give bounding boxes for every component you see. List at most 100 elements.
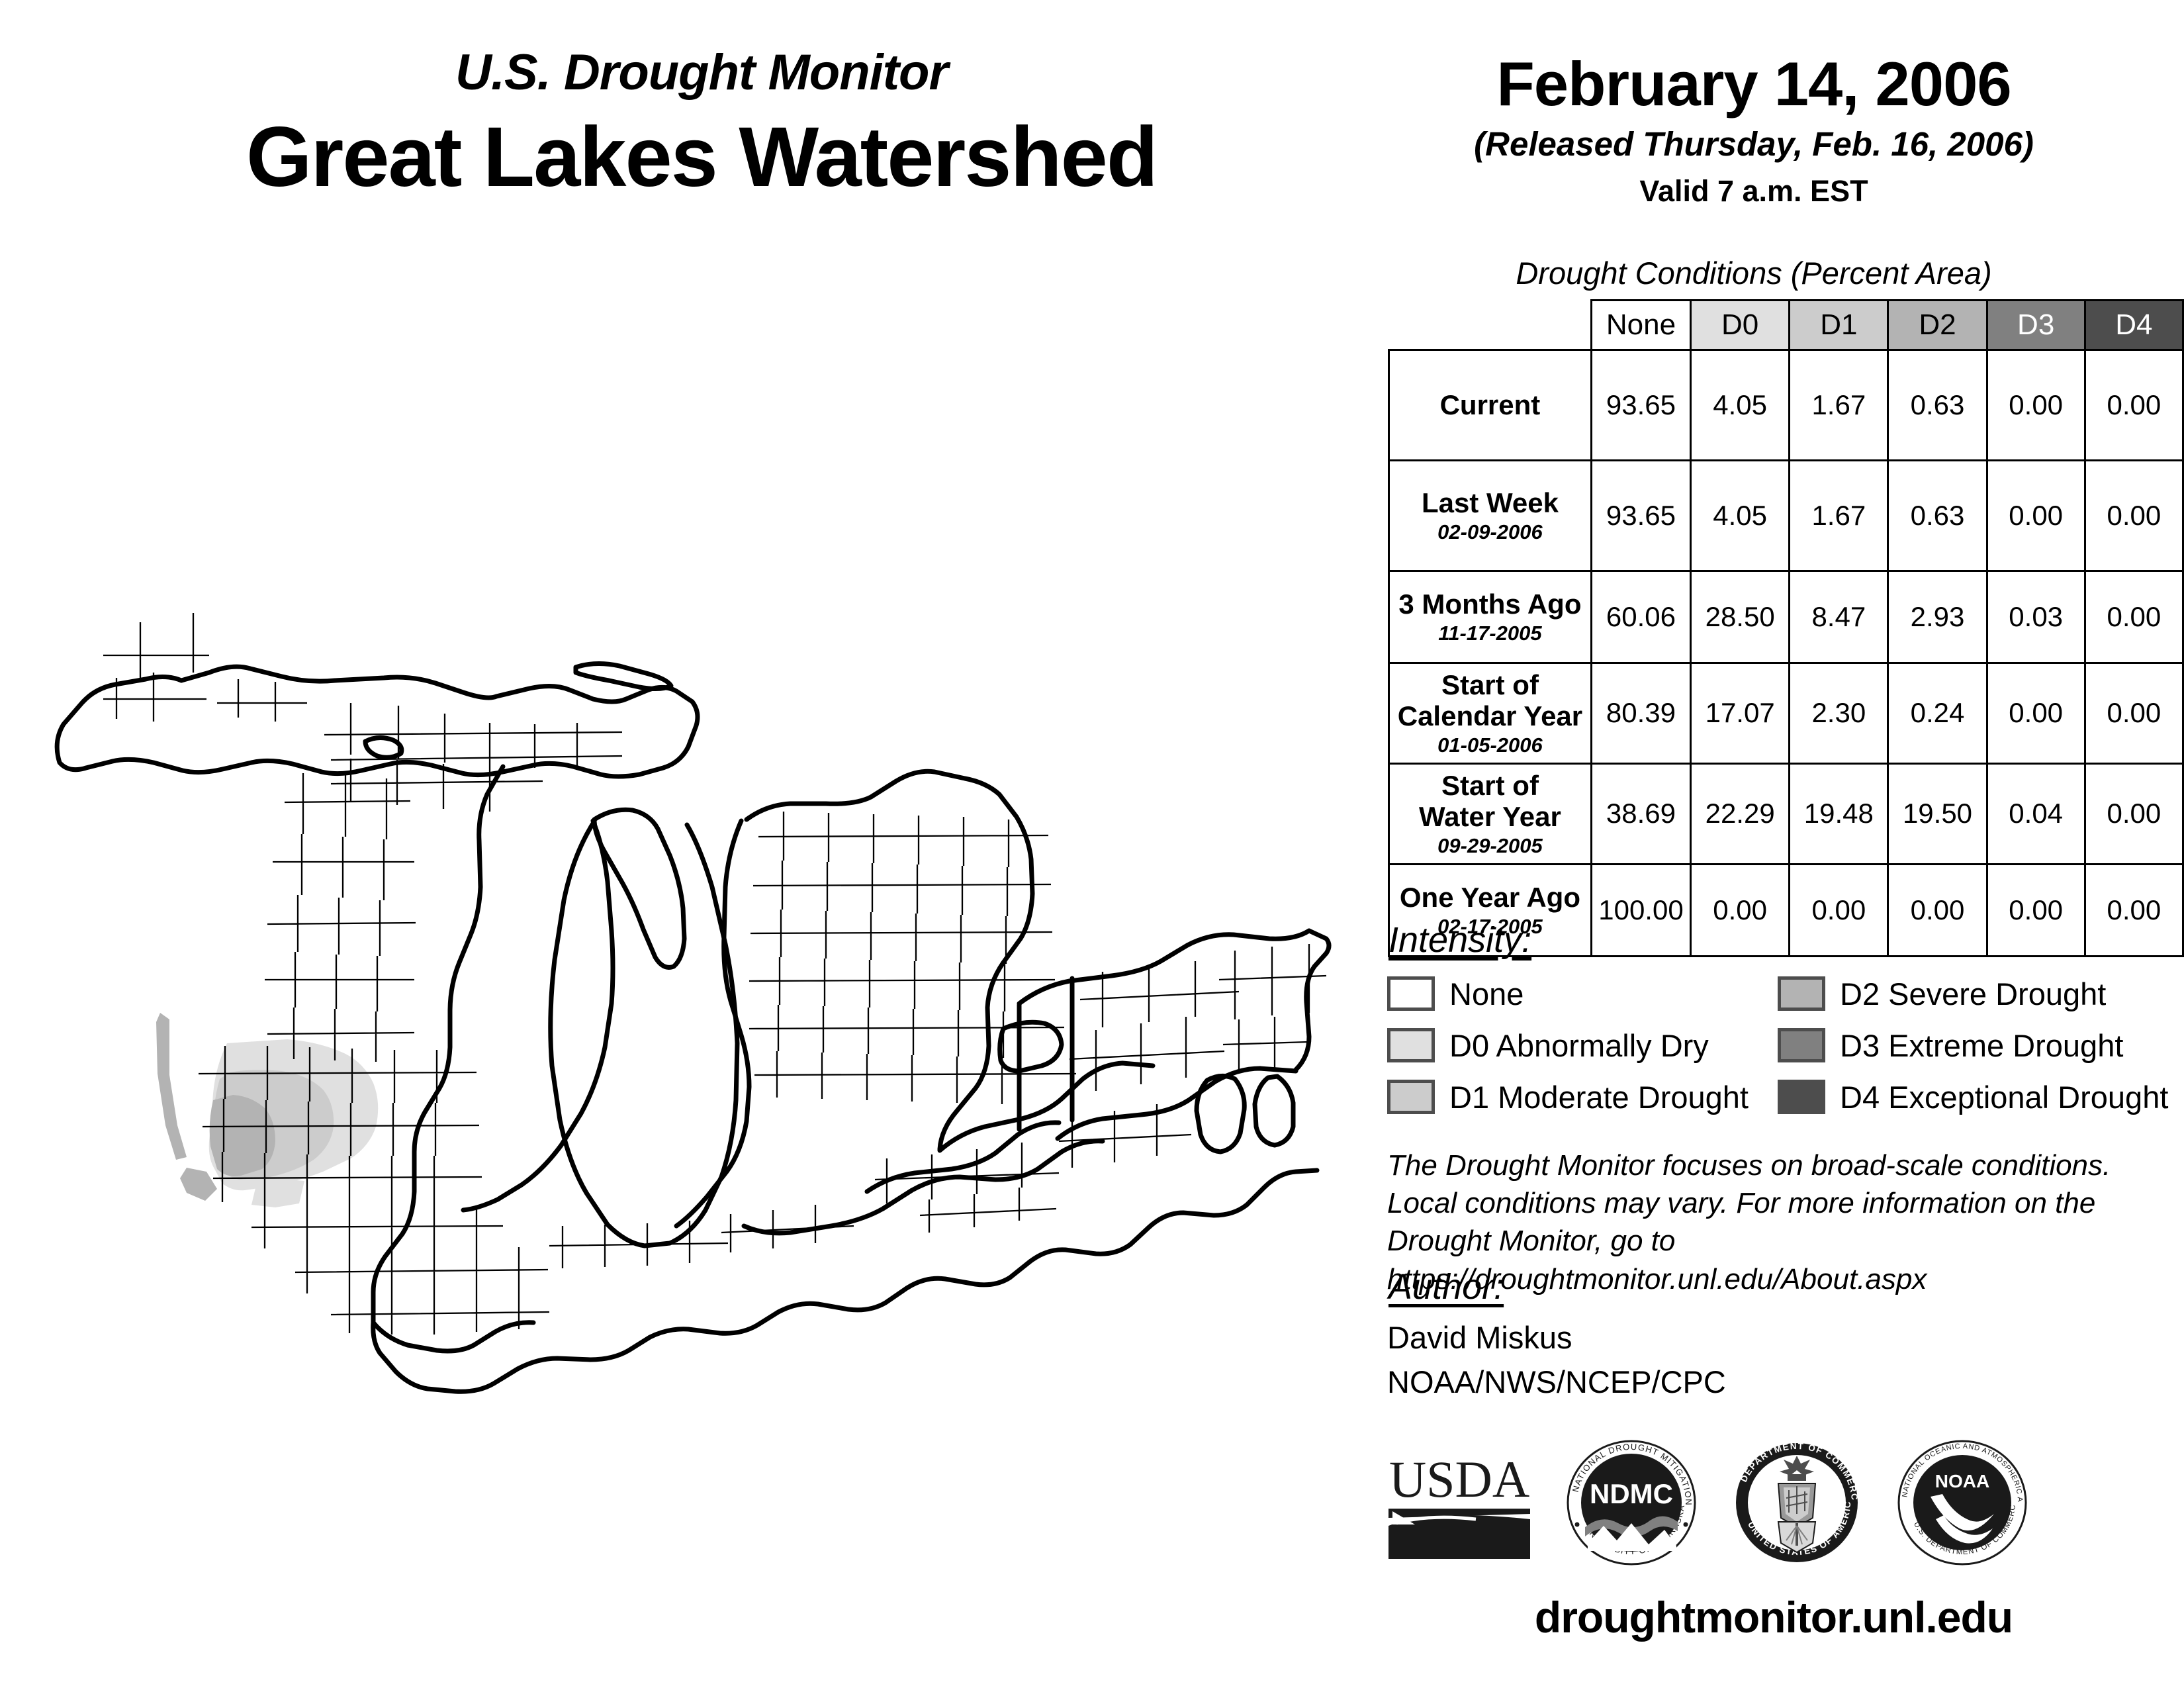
cell-d3: 0.00 — [1985, 863, 2086, 957]
cell-d0: 4.05 — [1690, 349, 1791, 461]
disclaimer-line-3: Drought Monitor, go to https://droughtmo… — [1387, 1225, 1927, 1295]
cell-none: 93.65 — [1590, 459, 1692, 572]
drought-conditions-table: None D0 D1 D2 D3 D4 Current 93.65 4.05 1.67 0.63 0… — [1388, 299, 2184, 957]
disclaimer-text: The Drought Monitor focuses on broad-sca… — [1387, 1147, 2168, 1298]
legend-item: D0 Abnormally Dry — [1387, 1019, 1749, 1071]
cell-d1: 2.30 — [1788, 662, 1889, 765]
page-subtitle: U.S. Drought Monitor — [455, 44, 948, 101]
cell-d4: 0.00 — [2083, 762, 2184, 865]
cell-d3: 0.00 — [1985, 349, 2086, 461]
cell-d4: 0.00 — [2083, 863, 2184, 957]
row-date: 02-17-2005 — [1437, 914, 1543, 938]
cell-d0: 22.29 — [1690, 762, 1791, 865]
map-layer-outline — [54, 661, 1332, 1394]
legend-item: D4 Exceptional Drought — [1778, 1071, 2168, 1123]
usda-logo-text: USDA — [1389, 1450, 1529, 1508]
disclaimer-line-1: The Drought Monitor focuses on broad-sca… — [1387, 1149, 2111, 1182]
table-row: Last Week 02-09-2006 93.65 4.05 1.67 0.63 0.00… — [1388, 459, 2184, 572]
author-affiliation: NOAA/NWS/NCEP/CPC — [1387, 1364, 1726, 1399]
author-block: David Miskus NOAA/NWS/NCEP/CPC — [1387, 1316, 1726, 1404]
great-lakes-watershed-map — [40, 556, 1337, 1483]
cell-d1: 0.00 — [1788, 863, 1889, 957]
drought-area-d2 — [209, 1095, 275, 1176]
legend-label: None — [1449, 976, 1524, 1011]
table-header-row: None D0 D1 D2 D3 D4 — [1389, 299, 2184, 351]
cell-d1: 1.67 — [1788, 349, 1889, 461]
site-url: droughtmonitor.unl.edu — [1534, 1593, 2013, 1642]
row-label: Start of Water Year 09-29-2005 — [1388, 762, 1592, 865]
table-body: Current 93.65 4.05 1.67 0.63 0.00 0.00 Last Wee… — [1388, 349, 2184, 957]
noaa-logo: NATIONAL OCEANIC AND ATMOSPHERIC ADMINIS… — [1896, 1440, 2027, 1566]
disclaimer-line-2: Local conditions may vary. For more info… — [1387, 1187, 2096, 1220]
row-date: 02-09-2006 — [1437, 520, 1543, 544]
noaa-logo-text: NOAA — [1935, 1471, 1989, 1491]
map-date: February 14, 2006 — [1496, 49, 2011, 118]
cell-none: 38.69 — [1590, 762, 1692, 865]
map-svg — [54, 613, 1332, 1394]
ndmc-logo-text: NDMC — [1590, 1478, 1673, 1509]
drought-area-d2-tip — [180, 1168, 217, 1201]
legend-swatch-right-1 — [1778, 1028, 1825, 1062]
table-corner-cell — [1389, 301, 1592, 350]
table-header-d3: D3 — [1985, 299, 2086, 351]
table-caption: Drought Conditions (Percent Area) — [1516, 256, 1992, 291]
cell-d0: 4.05 — [1690, 459, 1791, 572]
usda-logo: USDA — [1388, 1450, 1530, 1559]
cell-d3: 0.03 — [1985, 570, 2086, 664]
legend-item: D2 Severe Drought — [1778, 968, 2168, 1019]
legend-label: D1 Moderate Drought — [1449, 1079, 1749, 1115]
row-label: 3 Months Ago 11-17-2005 — [1388, 570, 1592, 664]
legend-column-left: None D0 Abnormally Dry D1 Moderate Drought — [1387, 968, 1749, 1123]
cell-d4: 0.00 — [2083, 662, 2184, 765]
author-heading: Author: — [1388, 1267, 1504, 1307]
row-label: Current — [1388, 349, 1592, 461]
cell-d1: 8.47 — [1788, 570, 1889, 664]
table-header-d4: D4 — [2083, 299, 2184, 351]
date-block: February 14, 2006 (Released Thursday, Fe… — [1363, 53, 2144, 208]
doc-logo: DEPARTMENT OF COMMERCE UNITED STATES OF … — [1731, 1440, 1859, 1562]
table-header-d1: D1 — [1788, 299, 1889, 351]
cell-d0: 17.07 — [1690, 662, 1791, 765]
row-label: Last Week 02-09-2006 — [1388, 459, 1592, 572]
table-row: 3 Months Ago 11-17-2005 60.06 28.50 8.47 2.93… — [1388, 570, 2184, 664]
cell-d4: 0.00 — [2083, 459, 2184, 572]
legend-swatch-left-2 — [1387, 1080, 1435, 1114]
cell-d2: 0.24 — [1887, 662, 1988, 765]
cell-none: 80.39 — [1590, 662, 1692, 765]
cell-d4: 0.00 — [2083, 570, 2184, 664]
cell-d2: 0.63 — [1887, 459, 1988, 572]
cell-d2: 19.50 — [1887, 762, 1988, 865]
legend-swatch-left-1 — [1387, 1028, 1435, 1062]
agency-logos: USDA NATIONAL DROUGHT MITIGATION CENTER … — [1383, 1440, 2158, 1572]
row-date: 11-17-2005 — [1438, 622, 1542, 645]
cell-none: 93.65 — [1590, 349, 1692, 461]
row-date: 01-05-2006 — [1437, 733, 1543, 757]
cell-d3: 0.00 — [1985, 459, 2086, 572]
legend-column-right: D2 Severe Drought D3 Extreme Drought D4 Ex… — [1778, 968, 2168, 1123]
row-label: Start of Calendar Year 01-05-2006 — [1388, 662, 1592, 765]
legend-label: D4 Exceptional Drought — [1840, 1079, 2169, 1115]
page-title: Great Lakes Watershed — [246, 109, 1158, 205]
valid-time: Valid 7 a.m. EST — [1639, 174, 1868, 209]
cell-d1: 1.67 — [1788, 459, 1889, 572]
legend-item: D1 Moderate Drought — [1387, 1071, 1749, 1123]
legend-swatch-right-0 — [1778, 976, 1825, 1011]
legend-label: D2 Severe Drought — [1840, 976, 2107, 1011]
drought-area-d2-coastal — [156, 1013, 187, 1160]
table-row: Start of Water Year 09-29-2005 38.69 22.29 19… — [1388, 762, 2184, 865]
intensity-heading: Intensity: — [1388, 920, 1532, 960]
legend-item: D3 Extreme Drought — [1778, 1019, 2168, 1071]
release-date: (Released Thursday, Feb. 16, 2006) — [1474, 125, 2034, 163]
cell-none: 60.06 — [1590, 570, 1692, 664]
table-header-d2: D2 — [1887, 299, 1988, 351]
legend-swatch-right-2 — [1778, 1080, 1825, 1114]
table-header-none: None — [1590, 299, 1692, 351]
cell-d4: 0.00 — [2083, 349, 2184, 461]
cell-d2: 2.93 — [1887, 570, 1988, 664]
table-row: One Year Ago 02-17-2005 100.00 0.00 0.00 0.00… — [1388, 863, 2184, 957]
title-block: U.S. Drought Monitor Great Lakes Watersh… — [165, 46, 1238, 205]
legend-label: D3 Extreme Drought — [1840, 1027, 2124, 1063]
ndmc-logo: NATIONAL DROUGHT MITIGATION CENTER UNIVE… — [1565, 1440, 1696, 1566]
table-row: Current 93.65 4.05 1.67 0.63 0.00 0.00 — [1388, 349, 2184, 461]
